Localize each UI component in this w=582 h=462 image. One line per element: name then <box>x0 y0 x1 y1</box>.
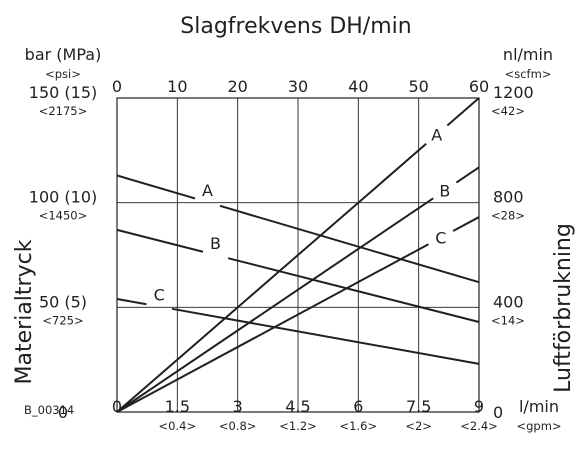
data-lines <box>116 97 480 413</box>
left-axis-unit-alt: <psi> <box>45 67 81 81</box>
air-line-marker-B: B <box>439 181 450 200</box>
pressure-line-B <box>227 257 480 323</box>
pressure-line-C <box>116 297 147 306</box>
bottom-tick-sublabel: <2.4> <box>460 419 498 433</box>
top-tick-label: 30 <box>288 77 308 96</box>
air-line-C <box>116 243 429 413</box>
right-axis-unit-alt: <scfm> <box>505 67 552 81</box>
left-tick-label: 50 (5) <box>39 292 87 311</box>
top-tick-label: 50 <box>408 77 428 96</box>
bottom-tick-label: 4.5 <box>285 397 310 416</box>
pressure-line-marker-B: B <box>210 234 221 253</box>
left-tick-label: 100 (10) <box>29 188 97 207</box>
air-line-B <box>116 197 434 413</box>
figure-id: B_00314 <box>24 403 74 417</box>
bottom-axis-unit: l/min <box>519 397 559 416</box>
bottom-tick-sublabel: <0.4> <box>159 419 197 433</box>
bottom-tick-sublabel: <2> <box>405 419 432 433</box>
left-tick-label: 150 (15) <box>29 83 97 102</box>
chart-title: Slagfrekvens DH/min <box>180 14 411 39</box>
pressure-line-marker-A: A <box>202 181 213 200</box>
top-tick-label: 40 <box>348 77 368 96</box>
bottom-tick-label: 0 <box>112 397 122 416</box>
bottom-tick-sublabel: <1.6> <box>340 419 378 433</box>
left-tick-sublabel: <1450> <box>39 209 88 223</box>
bottom-tick-label: 7.5 <box>406 397 431 416</box>
left-axis-label: Materialtryck <box>12 239 37 384</box>
right-axis-label: Luftförbrukning <box>551 223 576 393</box>
bottom-tick-label: 1.5 <box>165 397 190 416</box>
bottom-axis-unit-alt: <gpm> <box>516 419 561 433</box>
air-line-A <box>446 97 480 127</box>
air-line-C <box>452 216 480 232</box>
right-tick-sublabel: <14> <box>491 313 525 327</box>
air-line-B <box>455 166 480 184</box>
bottom-tick-label: 6 <box>353 397 363 416</box>
left-axis-unit: bar (MPa) <box>25 45 102 64</box>
left-tick-label: 0 <box>58 403 68 422</box>
bottom-tick-sublabel: <1.2> <box>279 419 317 433</box>
left-tick-sublabel: <725> <box>42 313 83 327</box>
right-tick-sublabel: <42> <box>491 104 525 118</box>
pressure-line-C <box>171 307 480 365</box>
series-markers: A B C A B C <box>154 126 451 305</box>
pressure-line-A <box>219 204 480 284</box>
plot-frame <box>116 97 480 413</box>
top-tick-label: 20 <box>227 77 247 96</box>
air-line-marker-C: C <box>435 229 446 248</box>
top-tick-label: 60 <box>469 77 489 96</box>
pressure-line-B <box>116 228 204 253</box>
right-tick-label: 400 <box>493 292 524 311</box>
air-line-A <box>116 143 427 413</box>
right-tick-sublabel: <28> <box>491 209 525 223</box>
right-tick-label: 1200 <box>493 83 534 102</box>
right-axis-unit: nl/min <box>503 45 553 64</box>
pressure-line-marker-C: C <box>154 286 165 305</box>
bottom-tick-label: 3 <box>233 397 243 416</box>
right-tick-label: 800 <box>493 188 524 207</box>
bottom-tick-sublabel: <0.8> <box>219 419 257 433</box>
bottom-tick-label: 9 <box>474 397 484 416</box>
air-line-marker-A: A <box>431 126 442 145</box>
left-tick-sublabel: <2175> <box>39 104 88 118</box>
top-tick-label: 0 <box>112 77 122 96</box>
right-tick-label: 0 <box>493 403 503 422</box>
top-tick-label: 10 <box>167 77 187 96</box>
pressure-line-A <box>116 174 196 200</box>
